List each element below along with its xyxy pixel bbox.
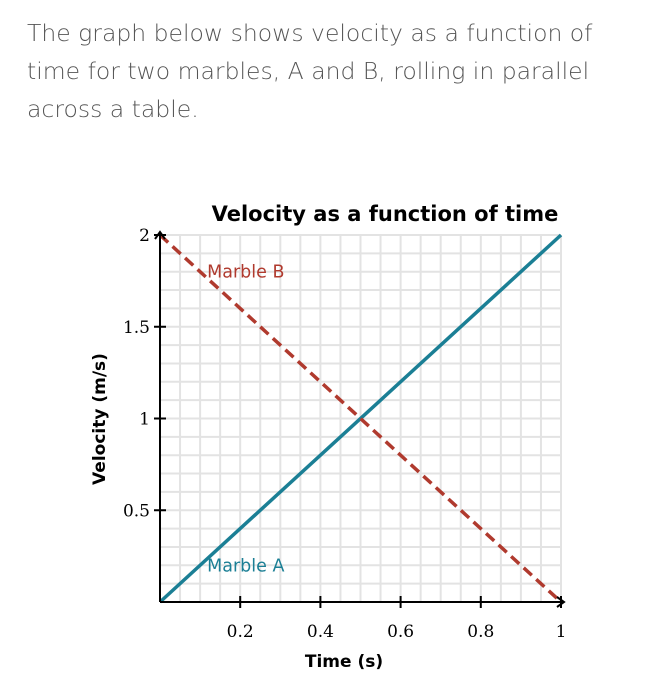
y-tick-label: 1.5 [123,318,150,338]
y-tick-label: 0.5 [123,501,150,521]
y-axis-title: Velocity (m/s) [90,353,110,485]
x-axis-title: Time (s) [305,652,383,672]
y-tick-label: 2 [139,226,150,246]
x-tick-label: 0.8 [467,622,494,642]
y-axis-arrow [154,230,166,240]
chart-labels: Marble A Marble B [207,263,284,577]
chart-title: Velocity as a function of time [212,202,559,226]
chart-grid [160,234,562,602]
chart-axes: 0.2 0.4 0.6 0.8 1 0.5 1 1.5 2 [123,226,566,642]
x-tick-label: 1 [556,622,567,642]
x-tick-label: 0.4 [307,622,334,642]
x-tick-label: 0.2 [227,622,254,642]
chart-series [158,233,563,604]
series-line-marble-b [158,233,563,604]
series-label-marble-b: Marble B [207,263,284,283]
y-tick-label: 1 [139,410,150,430]
x-tick-label: 0.6 [387,622,414,642]
question-text: The graph below shows velocity as a func… [27,19,593,123]
series-label-marble-a: Marble A [207,556,284,576]
series-line-marble-a [158,233,563,604]
x-axis-arrow [556,596,566,608]
